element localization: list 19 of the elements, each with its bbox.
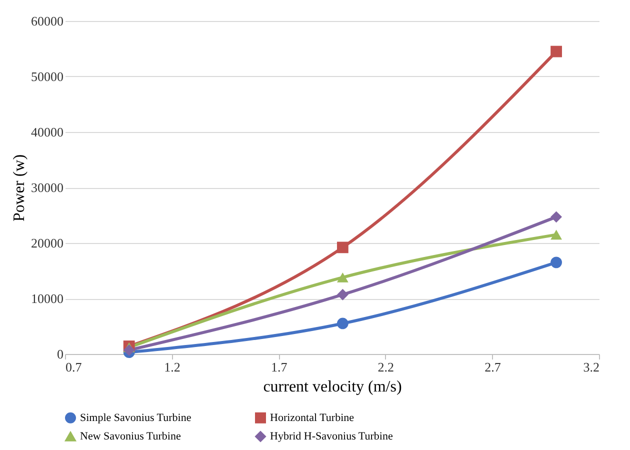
x-tick-label: 1.7 [270, 360, 288, 374]
y-tick-label: 20000 [31, 236, 64, 250]
y-tick-label: 40000 [31, 124, 64, 140]
x-tick-label: 3.2 [583, 360, 600, 374]
y-tick-label: 0 [57, 346, 64, 362]
legend-label: Hybrid H-Savonius Turbine [270, 430, 393, 442]
legend-label: New Savonius Turbine [80, 430, 181, 442]
legend-label: Horizontal Turbine [270, 412, 354, 424]
legend-label: Simple Savonius Turbine [80, 412, 192, 424]
x-tick-label: 2.7 [484, 360, 502, 374]
y-tick-label: 10000 [31, 291, 64, 306]
y-tick-label: 60000 [31, 14, 64, 28]
y-axis-title: Power (w) [11, 154, 28, 222]
x-tick-label: 1.2 [164, 360, 180, 374]
y-tick-label: 30000 [31, 180, 64, 195]
y-tick-label: 50000 [31, 69, 64, 84]
x-axis-title: current velocity (m/s) [263, 378, 402, 396]
x-tick-label: 2.2 [378, 360, 394, 374]
x-tick-label: 0.7 [66, 360, 82, 374]
